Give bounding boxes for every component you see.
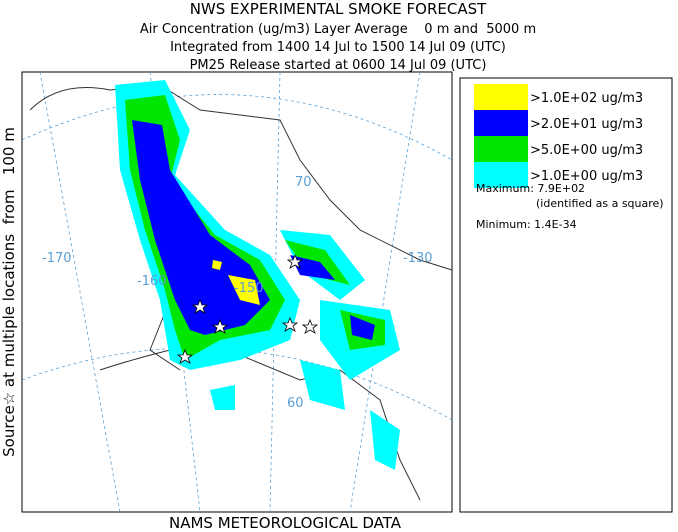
- legend: >1.0E+02 ug/m3 >2.0E+01 ug/m3 >5.0E+00 ug/…: [459, 77, 673, 513]
- grid-label: 60: [287, 396, 304, 411]
- legend-label: >1.0E+02 ug/m3: [530, 91, 643, 106]
- legend-label: >2.0E+01 ug/m3: [530, 117, 643, 132]
- legend-swatch: [474, 84, 528, 110]
- source-star: [176, 253, 319, 364]
- minimum: Minimum: 1.4E-34: [476, 218, 577, 231]
- plume-low: [210, 230, 400, 470]
- subtitle: PM25 Release started at 0600 14 Jul 09 (…: [190, 58, 487, 73]
- grid-label: -150: [234, 281, 264, 296]
- footer: NAMS METEOROLOGICAL DATA: [169, 514, 402, 532]
- map: -170 -160 -150 -130 70 60: [21, 71, 453, 513]
- subtitle: Integrated from 1400 14 Jul to 1500 14 J…: [170, 40, 506, 55]
- subtitle: Air Concentration (ug/m3) Layer Average …: [140, 22, 536, 37]
- plume-high: [132, 120, 375, 340]
- grid-label: -170: [42, 251, 72, 266]
- legend-swatch: [474, 136, 528, 162]
- maximum-note: (identified as a square): [536, 197, 664, 210]
- legend-swatch: [474, 162, 528, 188]
- grid-label: 70: [295, 175, 312, 190]
- legend-label: >5.0E+00 ug/m3: [530, 143, 643, 158]
- maximum: Maximum: 7.9E+02: [476, 182, 585, 195]
- grid-label: -160: [137, 274, 167, 289]
- plume-highest: [212, 260, 260, 305]
- legend-swatch: [474, 110, 528, 136]
- title: NWS EXPERIMENTAL SMOKE FORECAST: [190, 0, 487, 18]
- legend-entries: >1.0E+02 ug/m3 >2.0E+01 ug/m3 >5.0E+00 ug/…: [474, 84, 643, 188]
- legend-label: >1.0E+00 ug/m3: [530, 169, 643, 184]
- grid-label: -130: [403, 251, 433, 266]
- graticule: [21, 71, 453, 513]
- side-label: Source☆ at multiple locations from 100 m: [0, 127, 18, 457]
